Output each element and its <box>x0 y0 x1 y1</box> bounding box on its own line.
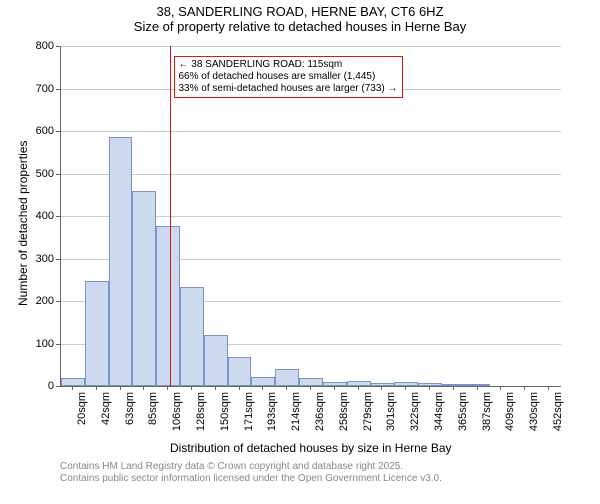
xtick-mark <box>477 386 478 390</box>
xtick-mark <box>358 386 359 390</box>
xtick-mark <box>334 386 335 390</box>
annotation-line: ← 38 SANDERLING ROAD: 115sqm <box>179 59 398 71</box>
ytick-mark <box>56 131 60 132</box>
xtick-label: 171sqm <box>243 392 255 442</box>
footer-text: Contains HM Land Registry data © Crown c… <box>60 461 442 485</box>
xtick-label: 150sqm <box>219 392 231 442</box>
ytick-mark <box>56 386 60 387</box>
annotation-line: 66% of detached houses are smaller (1,44… <box>179 71 398 83</box>
xtick-mark <box>429 386 430 390</box>
xtick-label: 42sqm <box>100 392 112 442</box>
histogram-bar <box>275 369 299 386</box>
y-axis-title: Number of detached properties <box>16 141 30 306</box>
xtick-mark <box>548 386 549 390</box>
gridline <box>61 174 561 175</box>
ytick-mark <box>56 216 60 217</box>
footer-line-2: Contains public sector information licen… <box>60 473 442 485</box>
xtick-label: 63sqm <box>124 392 136 442</box>
ytick-label: 0 <box>22 380 54 392</box>
xtick-mark <box>96 386 97 390</box>
ytick-label: 300 <box>22 253 54 265</box>
footer-line-1: Contains HM Land Registry data © Crown c… <box>60 461 442 473</box>
xtick-label: 193sqm <box>266 392 278 442</box>
histogram-bar <box>61 378 85 386</box>
histogram-bar <box>228 357 252 386</box>
xtick-label: 236sqm <box>314 392 326 442</box>
xtick-mark <box>143 386 144 390</box>
ytick-label: 100 <box>22 338 54 350</box>
xtick-label: 279sqm <box>362 392 374 442</box>
xtick-label: 365sqm <box>457 392 469 442</box>
ytick-label: 600 <box>22 125 54 137</box>
ytick-label: 500 <box>22 168 54 180</box>
xtick-label: 387sqm <box>481 392 493 442</box>
histogram-bar <box>109 137 133 386</box>
histogram-bar <box>299 378 323 387</box>
annotation-box: ← 38 SANDERLING ROAD: 115sqm66% of detac… <box>174 56 403 98</box>
histogram-bar <box>180 287 204 386</box>
ytick-mark <box>56 344 60 345</box>
ytick-mark <box>56 46 60 47</box>
xtick-mark <box>524 386 525 390</box>
ytick-label: 700 <box>22 83 54 95</box>
xtick-label: 322sqm <box>409 392 421 442</box>
reference-line <box>170 46 171 386</box>
histogram-bar <box>85 281 109 386</box>
gridline <box>61 46 561 47</box>
histogram-bar <box>204 335 228 386</box>
xtick-label: 214sqm <box>290 392 302 442</box>
chart-container: 38, SANDERLING ROAD, HERNE BAY, CT6 6HZ … <box>0 4 600 504</box>
histogram-bar <box>251 377 275 386</box>
xtick-label: 258sqm <box>338 392 350 442</box>
xtick-label: 85sqm <box>147 392 159 442</box>
xtick-mark <box>262 386 263 390</box>
xtick-mark <box>381 386 382 390</box>
ytick-mark <box>56 174 60 175</box>
histogram-bar <box>132 191 156 386</box>
xtick-label: 452sqm <box>552 392 564 442</box>
chart-subtitle: Size of property relative to detached ho… <box>0 19 600 34</box>
gridline <box>61 131 561 132</box>
xtick-mark <box>500 386 501 390</box>
xtick-mark <box>286 386 287 390</box>
xtick-label: 106sqm <box>171 392 183 442</box>
xtick-mark <box>405 386 406 390</box>
xtick-mark <box>453 386 454 390</box>
x-axis-title: Distribution of detached houses by size … <box>170 441 452 455</box>
xtick-mark <box>167 386 168 390</box>
xtick-label: 128sqm <box>195 392 207 442</box>
xtick-label: 20sqm <box>76 392 88 442</box>
xtick-mark <box>239 386 240 390</box>
xtick-label: 409sqm <box>504 392 516 442</box>
xtick-label: 344sqm <box>433 392 445 442</box>
xtick-label: 430sqm <box>528 392 540 442</box>
xtick-mark <box>120 386 121 390</box>
ytick-mark <box>56 259 60 260</box>
xtick-label: 301sqm <box>385 392 397 442</box>
xtick-mark <box>72 386 73 390</box>
ytick-mark <box>56 301 60 302</box>
xtick-mark <box>215 386 216 390</box>
histogram-bar <box>156 226 180 386</box>
ytick-label: 800 <box>22 40 54 52</box>
ytick-label: 400 <box>22 210 54 222</box>
plot-area: ← 38 SANDERLING ROAD: 115sqm66% of detac… <box>60 46 561 387</box>
xtick-mark <box>310 386 311 390</box>
ytick-mark <box>56 89 60 90</box>
xtick-mark <box>191 386 192 390</box>
ytick-label: 200 <box>22 295 54 307</box>
chart-title: 38, SANDERLING ROAD, HERNE BAY, CT6 6HZ <box>0 4 600 19</box>
annotation-line: 33% of semi-detached houses are larger (… <box>179 83 398 95</box>
